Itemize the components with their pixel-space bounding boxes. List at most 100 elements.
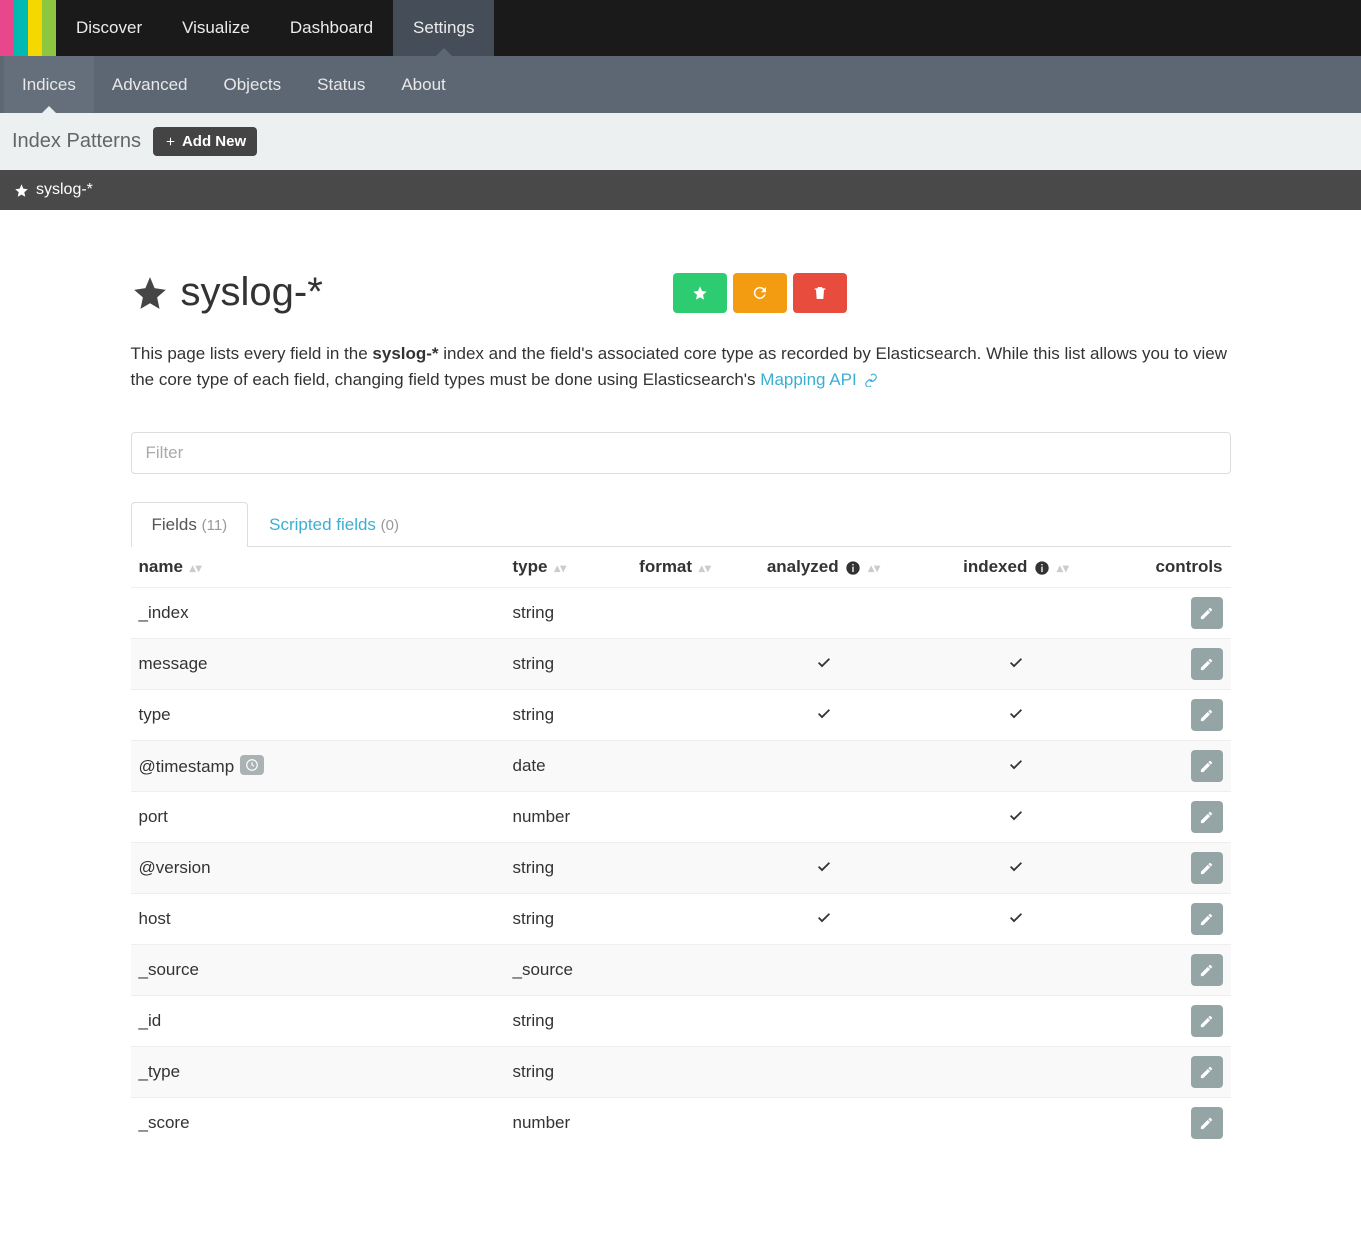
table-row: @timestampdate <box>131 741 1231 792</box>
field-format <box>615 1098 736 1149</box>
field-type: _source <box>505 945 615 996</box>
filter-input[interactable] <box>131 432 1231 474</box>
field-name: _score <box>131 1098 505 1149</box>
field-analyzed <box>736 639 912 690</box>
field-type: string <box>505 639 615 690</box>
column-type[interactable]: type ▴▾ <box>505 547 615 588</box>
pattern-selection-row[interactable]: syslog-* <box>0 170 1361 210</box>
mapping-api-link[interactable]: Mapping API <box>760 370 856 389</box>
field-name: type <box>131 690 505 741</box>
edit-field-button[interactable] <box>1191 852 1223 884</box>
external-link-icon <box>864 373 878 387</box>
check-icon <box>1008 807 1024 823</box>
check-icon <box>1008 858 1024 874</box>
edit-field-button[interactable] <box>1191 903 1223 935</box>
sort-icon: ▴▾ <box>554 561 566 575</box>
topnav-discover[interactable]: Discover <box>56 0 162 56</box>
info-icon <box>1034 560 1050 576</box>
topnav-settings[interactable]: Settings <box>393 0 494 56</box>
sort-icon: ▴▾ <box>699 561 711 575</box>
field-indexed <box>912 639 1121 690</box>
table-row: @versionstring <box>131 843 1231 894</box>
field-name: _type <box>131 1047 505 1098</box>
column-name[interactable]: name ▴▾ <box>131 547 505 588</box>
description-text: This page lists every field in the syslo… <box>131 341 1231 392</box>
edit-field-button[interactable] <box>1191 801 1223 833</box>
field-name: _index <box>131 588 505 639</box>
column-analyzed[interactable]: analyzed ▴▾ <box>736 547 912 588</box>
field-analyzed <box>736 1047 912 1098</box>
check-icon <box>1008 654 1024 670</box>
field-format <box>615 690 736 741</box>
refresh-button[interactable] <box>733 273 787 313</box>
tab-scripted-fields[interactable]: Scripted fields (0) <box>248 502 420 547</box>
table-row: _indexstring <box>131 588 1231 639</box>
field-analyzed <box>736 1098 912 1149</box>
field-name: @timestamp <box>131 741 505 792</box>
subnav-advanced[interactable]: Advanced <box>94 56 206 113</box>
subnav-indices[interactable]: Indices <box>4 56 94 113</box>
column-indexed[interactable]: indexed ▴▾ <box>912 547 1121 588</box>
edit-field-button[interactable] <box>1191 648 1223 680</box>
plus-icon <box>164 135 177 148</box>
field-indexed <box>912 588 1121 639</box>
topnav-dashboard[interactable]: Dashboard <box>270 0 393 56</box>
field-format <box>615 1047 736 1098</box>
check-icon <box>816 705 832 721</box>
field-analyzed <box>736 741 912 792</box>
index-patterns-label: Index Patterns <box>12 130 141 153</box>
field-analyzed <box>736 690 912 741</box>
field-indexed <box>912 945 1121 996</box>
subnav-objects[interactable]: Objects <box>206 56 300 113</box>
field-name: message <box>131 639 505 690</box>
pencil-icon <box>1199 963 1214 978</box>
topnav-visualize[interactable]: Visualize <box>162 0 270 56</box>
sort-icon: ▴▾ <box>1057 561 1069 575</box>
field-indexed <box>912 792 1121 843</box>
fields-table: name ▴▾ type ▴▾ format ▴▾ analyzed ▴▾ in… <box>131 547 1231 1148</box>
pencil-icon <box>1199 657 1214 672</box>
edit-field-button[interactable] <box>1191 954 1223 986</box>
pencil-icon <box>1199 912 1214 927</box>
field-format <box>615 843 736 894</box>
field-type: string <box>505 894 615 945</box>
delete-button[interactable] <box>793 273 847 313</box>
clock-icon <box>245 758 259 772</box>
table-row: portnumber <box>131 792 1231 843</box>
logo[interactable] <box>0 0 56 56</box>
edit-field-button[interactable] <box>1191 750 1223 782</box>
tab-fields[interactable]: Fields (11) <box>131 502 249 547</box>
field-format <box>615 945 736 996</box>
check-icon <box>816 654 832 670</box>
subnav-status[interactable]: Status <box>299 56 383 113</box>
field-indexed <box>912 741 1121 792</box>
table-row: _source_source <box>131 945 1231 996</box>
main-content: syslog-* This page lists every field in … <box>111 210 1251 1168</box>
check-icon <box>816 909 832 925</box>
pattern-action-buttons <box>673 273 847 313</box>
add-new-button[interactable]: Add New <box>153 127 257 156</box>
star-icon <box>692 285 708 301</box>
trash-icon <box>812 285 828 301</box>
field-analyzed <box>736 945 912 996</box>
set-default-button[interactable] <box>673 273 727 313</box>
page-title: syslog-* <box>181 270 323 315</box>
info-icon <box>845 560 861 576</box>
field-name: _source <box>131 945 505 996</box>
column-controls: controls <box>1121 547 1231 588</box>
field-indexed <box>912 996 1121 1047</box>
field-format <box>615 894 736 945</box>
edit-field-button[interactable] <box>1191 699 1223 731</box>
current-pattern-name: syslog-* <box>36 181 93 199</box>
time-field-badge <box>240 755 264 775</box>
edit-field-button[interactable] <box>1191 1107 1223 1139</box>
field-analyzed <box>736 843 912 894</box>
edit-field-button[interactable] <box>1191 1005 1223 1037</box>
column-format[interactable]: format ▴▾ <box>615 547 736 588</box>
edit-field-button[interactable] <box>1191 1056 1223 1088</box>
field-format <box>615 588 736 639</box>
subnav-about[interactable]: About <box>383 56 463 113</box>
field-indexed <box>912 1047 1121 1098</box>
edit-field-button[interactable] <box>1191 597 1223 629</box>
sort-icon: ▴▾ <box>868 561 880 575</box>
